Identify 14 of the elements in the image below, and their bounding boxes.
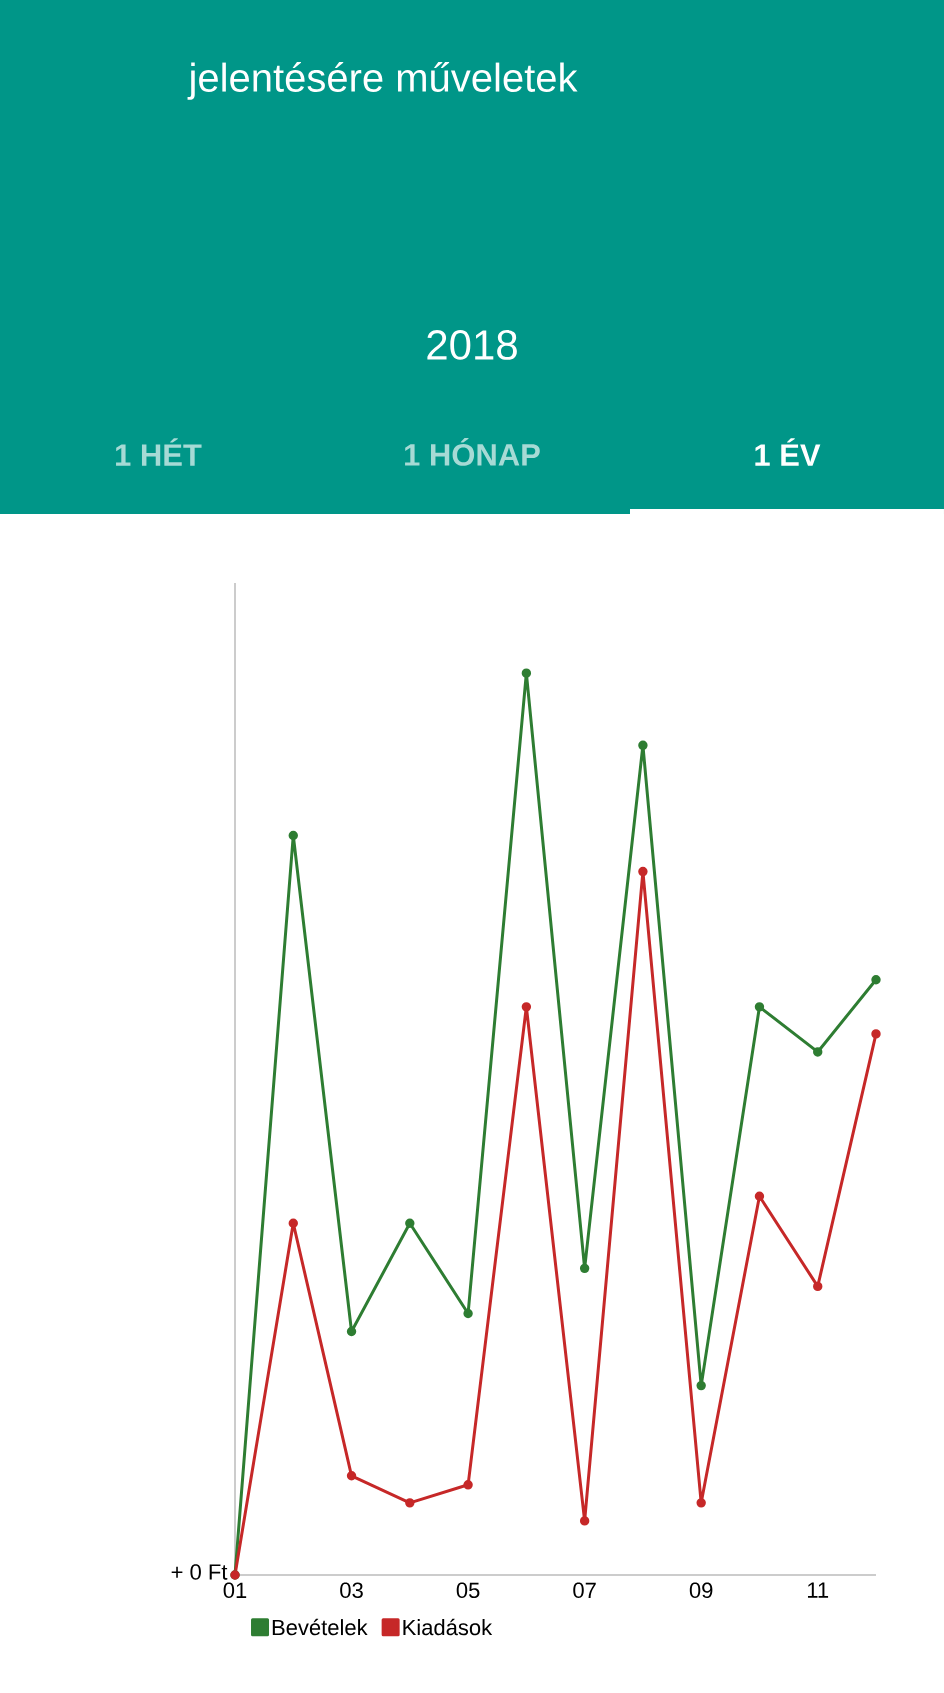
- text: 1 HÉT: [116, 438, 202, 466]
- legend-label: Kiadások: [403, 1618, 493, 1636]
- chart-subtitle: 2018: [427, 330, 517, 360]
- x-tick-label: 01: [223, 1582, 247, 1599]
- x-tick-label: 03: [340, 1582, 363, 1599]
- text: + 0 Ft: [171, 1564, 228, 1580]
- x-tick-label: 05: [456, 1582, 480, 1599]
- text: 1 ÉV: [755, 438, 821, 466]
- x-tick-label: 11: [807, 1582, 829, 1598]
- chart-title: jelentésére műveletek: [187, 62, 578, 100]
- legend-label: Bevételek: [272, 1618, 368, 1636]
- text: 1 HÓNAP: [405, 438, 540, 466]
- x-tick-label: 07: [573, 1582, 596, 1599]
- x-tick-label: 09: [689, 1582, 713, 1599]
